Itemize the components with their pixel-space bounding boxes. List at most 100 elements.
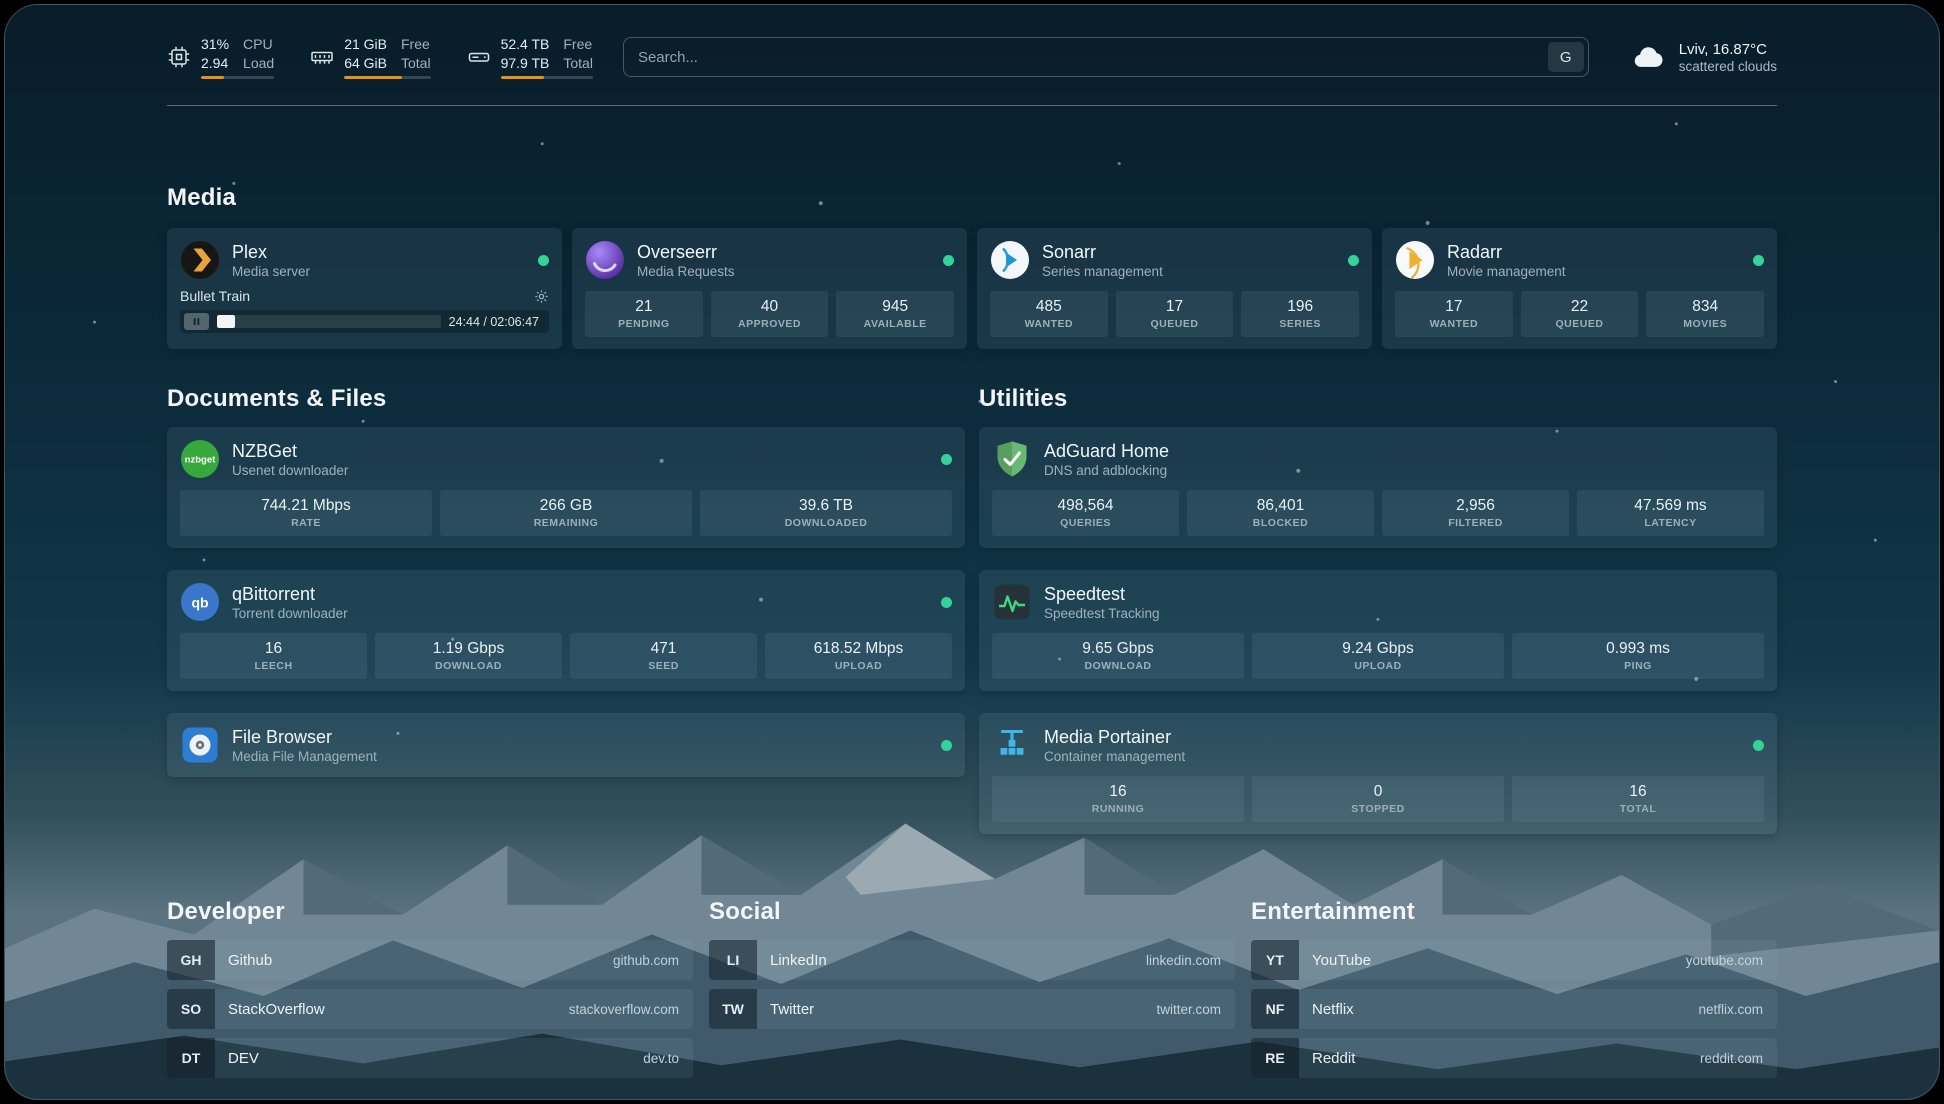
bookmark-name: LinkedIn bbox=[770, 951, 827, 969]
stat-available: 945 AVAILABLE bbox=[836, 291, 954, 338]
service-stats: 16 LEECH 1.19 Gbps DOWNLOAD 471 SEED 618… bbox=[180, 633, 952, 680]
stat-queued: 22 QUEUED bbox=[1520, 291, 1639, 338]
service-subtitle: Media File Management bbox=[232, 749, 377, 765]
service-meta: NZBGet Usenet downloader bbox=[232, 441, 348, 479]
resource-usage-bar bbox=[201, 76, 275, 80]
stat-upload: 9.24 Gbps UPLOAD bbox=[1252, 633, 1504, 680]
search-input[interactable] bbox=[622, 37, 1589, 78]
page-content: 31% CPU 2.94 Load 21 GiB Free 64 GiB Tot… bbox=[167, 5, 1777, 1079]
stat-download: 1.19 Gbps DOWNLOAD bbox=[375, 633, 562, 680]
service-card-overseerr[interactable]: Overseerr Media Requests 21 PENDING 40 A… bbox=[572, 228, 967, 350]
stat-queries: 498,564 QUERIES bbox=[992, 490, 1179, 537]
status-dot bbox=[941, 453, 952, 465]
bookmark-url: reddit.com bbox=[1699, 1050, 1763, 1066]
service-card-filebrowser[interactable]: File Browser Media File Management bbox=[167, 713, 965, 778]
resource-label: Free bbox=[563, 36, 593, 52]
service-stats: 17 WANTED 22 QUEUED 834 MOVIES bbox=[1395, 291, 1764, 338]
service-card-sonarr[interactable]: Sonarr Series management 485 WANTED 17 Q… bbox=[977, 228, 1372, 350]
stat-label: SEED bbox=[648, 660, 679, 673]
playback-progress[interactable] bbox=[217, 315, 441, 329]
resource-readout: 21 GiB Free 64 GiB Total bbox=[344, 35, 431, 80]
search-provider-button[interactable]: G bbox=[1547, 42, 1584, 73]
stat-label: LEECH bbox=[254, 660, 293, 673]
pause-button[interactable] bbox=[184, 313, 209, 331]
service-subtitle: Media server bbox=[232, 264, 311, 280]
service-stats: 744.21 Mbps RATE 266 GB REMAINING 39.6 T… bbox=[180, 490, 952, 537]
overseerr-icon bbox=[585, 240, 625, 280]
bookmark-linkedin[interactable]: LI LinkedIn linkedin.com bbox=[709, 940, 1235, 981]
service-stats: 16 RUNNING 0 STOPPED 16 TOTAL bbox=[992, 776, 1764, 823]
bookmark-stackoverflow[interactable]: SO StackOverflow stackoverflow.com bbox=[167, 989, 693, 1030]
stat-label: MOVIES bbox=[1683, 318, 1728, 331]
stat-approved: 40 APPROVED bbox=[710, 291, 829, 338]
bookmark-netflix[interactable]: NF Netflix netflix.com bbox=[1251, 989, 1777, 1030]
bookmark-url: youtube.com bbox=[1685, 952, 1763, 968]
stat-value: 744.21 Mbps bbox=[261, 497, 351, 515]
weather-widget[interactable]: Lviv, 16.87°C scattered clouds bbox=[1631, 39, 1777, 75]
service-card-portainer[interactable]: Media Portainer Container management 16 … bbox=[979, 713, 1777, 835]
bookmark-group-title: Developer bbox=[167, 898, 285, 926]
service-card-qbittorrent[interactable]: qb qBittorrent Torrent downloader 16 LEE… bbox=[167, 570, 965, 692]
two-column-area: Documents & Files nzbget NZBGet Usenet d… bbox=[167, 385, 1777, 835]
status-dot bbox=[1753, 739, 1764, 751]
bookmark-name: DEV bbox=[228, 1049, 259, 1067]
service-name: AdGuard Home bbox=[1044, 440, 1170, 461]
stat-label: AVAILABLE bbox=[863, 318, 927, 331]
stat-label: DOWNLOAD bbox=[1084, 660, 1152, 673]
service-name: Speedtest bbox=[1044, 583, 1126, 604]
stat-series: 196 SERIES bbox=[1241, 291, 1359, 338]
section-title-documents: Documents & Files bbox=[167, 385, 387, 413]
service-card-plex[interactable]: Plex Media server Bullet Train 24:44 / 0… bbox=[167, 228, 562, 350]
service-meta: File Browser Media File Management bbox=[232, 727, 377, 765]
bookmark-twitter[interactable]: TW Twitter twitter.com bbox=[709, 989, 1235, 1030]
service-subtitle: Media Requests bbox=[637, 264, 735, 280]
stat-label: PENDING bbox=[618, 318, 670, 331]
bookmark-dev[interactable]: DT DEV dev.to bbox=[167, 1038, 693, 1079]
settings-icon[interactable] bbox=[534, 289, 549, 304]
stat-value: 21 bbox=[635, 298, 653, 316]
bookmark-list: GH Github github.com SO StackOverflow st… bbox=[167, 940, 693, 1079]
bookmark-group-social: Social LI LinkedIn linkedin.com TW Twitt… bbox=[709, 898, 1235, 1078]
stat-label: FILTERED bbox=[1448, 517, 1503, 530]
status-dot bbox=[941, 596, 952, 608]
service-card-nzbget[interactable]: nzbget NZBGet Usenet downloader 744.21 M… bbox=[167, 427, 965, 549]
bookmark-abbr: YT bbox=[1251, 940, 1299, 981]
bookmark-url: netflix.com bbox=[1698, 1001, 1763, 1017]
stat-remaining: 266 GB REMAINING bbox=[440, 490, 692, 537]
service-card-speedtest[interactable]: Speedtest Speedtest Tracking 9.65 Gbps D… bbox=[979, 570, 1777, 692]
weather-condition: scattered clouds bbox=[1678, 58, 1777, 74]
stat-label: UPLOAD bbox=[1354, 660, 1402, 673]
resource-usage-bar bbox=[344, 76, 431, 80]
status-dot bbox=[1348, 254, 1359, 266]
cloud-icon bbox=[1631, 39, 1667, 75]
service-card-radarr[interactable]: Radarr Movie management 17 WANTED 22 QUE… bbox=[1382, 228, 1777, 350]
bookmark-name: YouTube bbox=[1312, 951, 1371, 969]
bookmark-reddit[interactable]: RE Reddit reddit.com bbox=[1251, 1038, 1777, 1079]
resource-usage-bar bbox=[500, 76, 593, 80]
stat-label: PING bbox=[1624, 660, 1652, 673]
stat-label: UPLOAD bbox=[834, 660, 883, 673]
bookmark-abbr: TW bbox=[709, 989, 757, 1030]
service-name: Overseerr bbox=[637, 241, 718, 262]
nzbget-icon: nzbget bbox=[180, 439, 220, 479]
stat-total: 16 TOTAL bbox=[1512, 776, 1764, 823]
speedtest-icon bbox=[992, 582, 1032, 622]
service-meta: Plex Media server bbox=[232, 242, 310, 280]
bookmark-name: Netflix bbox=[1312, 1000, 1354, 1018]
status-dot bbox=[1753, 254, 1764, 266]
stat-label: RATE bbox=[291, 517, 321, 530]
wallpaper-mountains bbox=[5, 5, 1939, 1099]
stat-label: BLOCKED bbox=[1252, 517, 1309, 530]
stat-label: QUEUED bbox=[1555, 318, 1604, 331]
resource-readout: 31% CPU 2.94 Load bbox=[201, 35, 275, 80]
bookmark-github[interactable]: GH Github github.com bbox=[167, 940, 693, 981]
service-meta: qBittorrent Torrent downloader bbox=[232, 584, 348, 622]
bookmark-name: Github bbox=[228, 951, 273, 969]
stat-label: LATENCY bbox=[1644, 517, 1697, 530]
stat-label: DOWNLOADED bbox=[784, 517, 868, 530]
dashboard: 31% CPU 2.94 Load 21 GiB Free 64 GiB Tot… bbox=[4, 4, 1940, 1100]
header: 31% CPU 2.94 Load 21 GiB Free 64 GiB Tot… bbox=[167, 35, 1777, 80]
resource-value: 52.4 TB bbox=[500, 36, 550, 52]
bookmark-youtube[interactable]: YT YouTube youtube.com bbox=[1251, 940, 1777, 981]
service-card-adguard[interactable]: AdGuard Home DNS and adblocking 498,564 … bbox=[979, 427, 1777, 549]
